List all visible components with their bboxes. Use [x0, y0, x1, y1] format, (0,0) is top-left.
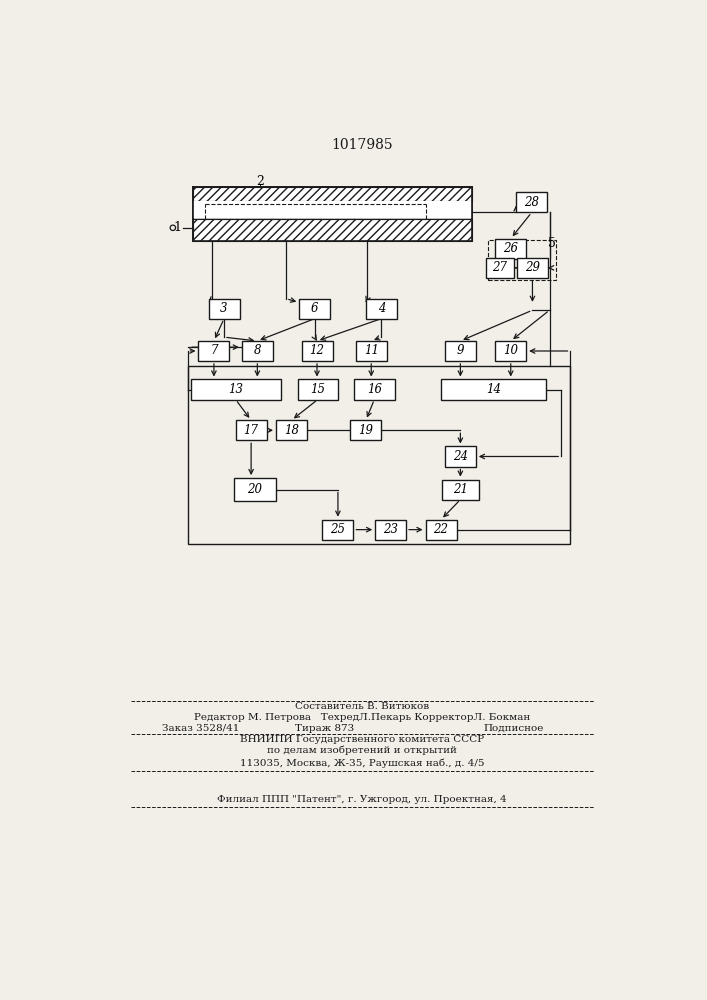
- Text: 13: 13: [228, 383, 243, 396]
- Text: 12: 12: [310, 344, 325, 358]
- Bar: [234, 478, 276, 501]
- Bar: [366, 299, 397, 319]
- Bar: [445, 341, 476, 361]
- Bar: [187, 366, 571, 544]
- Bar: [193, 219, 472, 241]
- Text: 1017985: 1017985: [331, 138, 393, 152]
- Text: 8: 8: [254, 344, 261, 358]
- Text: Заказ 3528/41: Заказ 3528/41: [162, 724, 240, 733]
- Text: 17: 17: [244, 424, 259, 437]
- Text: Редактор М. Петрова   ТехредЛ.Пекарь КорректорЛ. Бокман: Редактор М. Петрова ТехредЛ.Пекарь Корре…: [194, 713, 530, 722]
- Text: 9: 9: [457, 344, 464, 358]
- Text: Филиал ППП "Патент", г. Ужгород, ул. Проектная, 4: Филиал ППП "Патент", г. Ужгород, ул. Про…: [217, 795, 507, 804]
- Text: 18: 18: [284, 424, 299, 437]
- Text: 21: 21: [453, 483, 468, 496]
- Text: 5: 5: [548, 237, 556, 250]
- Text: 24: 24: [453, 450, 468, 463]
- Text: по делам изобретений и открытий: по делам изобретений и открытий: [267, 745, 457, 755]
- Text: 25: 25: [330, 523, 346, 536]
- Bar: [354, 379, 395, 400]
- Text: 113035, Москва, Ж-35, Раушская наб., д. 4/5: 113035, Москва, Ж-35, Раушская наб., д. …: [240, 758, 484, 768]
- Bar: [193, 201, 472, 218]
- Bar: [495, 341, 526, 361]
- Text: 14: 14: [486, 383, 501, 396]
- Text: Составитель В. Витюков: Составитель В. Витюков: [295, 702, 429, 711]
- Bar: [517, 258, 548, 278]
- Text: 23: 23: [383, 523, 398, 536]
- Bar: [235, 420, 267, 440]
- Text: 28: 28: [524, 196, 539, 209]
- Text: Тираж 873: Тираж 873: [295, 724, 354, 733]
- Text: 3: 3: [221, 302, 228, 315]
- Text: 16: 16: [367, 383, 382, 396]
- Bar: [298, 379, 338, 400]
- Bar: [322, 520, 354, 540]
- Bar: [301, 341, 332, 361]
- Bar: [351, 420, 381, 440]
- Bar: [242, 341, 273, 361]
- Text: 29: 29: [525, 261, 540, 274]
- Text: ВНИИПИ Государственного комитета СССР: ВНИИПИ Государственного комитета СССР: [240, 735, 484, 744]
- Bar: [442, 480, 479, 500]
- Text: 26: 26: [503, 242, 518, 255]
- Bar: [209, 299, 240, 319]
- Text: 7: 7: [210, 344, 218, 358]
- Text: 20: 20: [247, 483, 262, 496]
- Bar: [486, 258, 514, 278]
- Bar: [495, 239, 526, 259]
- Text: 4: 4: [378, 302, 385, 315]
- Text: 11: 11: [363, 344, 379, 358]
- Text: 19: 19: [358, 424, 373, 437]
- Bar: [199, 341, 230, 361]
- Bar: [299, 299, 330, 319]
- Bar: [193, 187, 472, 241]
- Bar: [193, 187, 472, 201]
- Bar: [489, 240, 556, 280]
- Text: 27: 27: [492, 261, 508, 274]
- Bar: [356, 341, 387, 361]
- Text: Подписное: Подписное: [484, 724, 544, 733]
- Bar: [276, 420, 307, 440]
- Text: 1: 1: [173, 221, 182, 234]
- Bar: [445, 446, 476, 466]
- Bar: [191, 379, 281, 400]
- Text: 15: 15: [310, 383, 325, 396]
- Text: 10: 10: [503, 344, 518, 358]
- Text: 22: 22: [433, 523, 448, 536]
- Text: 2: 2: [257, 175, 264, 188]
- Text: 6: 6: [311, 302, 318, 315]
- Bar: [441, 379, 546, 400]
- Bar: [375, 520, 406, 540]
- Bar: [516, 192, 547, 212]
- Bar: [426, 520, 457, 540]
